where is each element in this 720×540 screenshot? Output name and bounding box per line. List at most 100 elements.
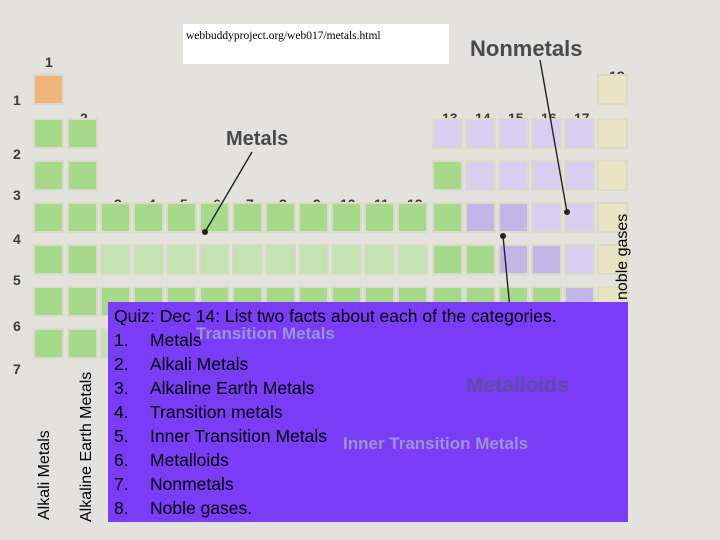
element-cell: [465, 118, 496, 149]
element-cell: [397, 244, 428, 275]
element-cell: [67, 328, 98, 359]
element-cell: [498, 118, 529, 149]
quiz-item-number: 1.: [114, 330, 129, 350]
element-cell: [597, 74, 628, 105]
quiz-item-text: Nonmetals: [150, 474, 234, 494]
nonmetals-pointer-dot: [564, 209, 570, 215]
quiz-item-text: Metalloids: [150, 450, 229, 470]
element-cell: [33, 118, 64, 149]
element-cell: [597, 244, 628, 275]
metals-pointer-line: [204, 151, 253, 233]
period-number: 7: [13, 361, 21, 377]
element-cell: [597, 160, 628, 191]
element-cell: [133, 202, 164, 233]
quiz-item: 8. Noble gases.: [114, 498, 252, 519]
metals-pointer-dot: [202, 229, 208, 235]
element-cell: [265, 202, 296, 233]
element-cell: [33, 74, 64, 105]
quiz-item-text: Alkali Metals: [150, 354, 249, 374]
element-cell: [564, 160, 595, 191]
element-cell: [199, 244, 230, 275]
source-url-text: webbuddyproject.org/web017/metals.html: [186, 30, 381, 42]
element-cell: [232, 244, 263, 275]
noble-gases-label: noble gases: [614, 213, 631, 300]
quiz-item-number: 2.: [114, 354, 129, 374]
quiz-item: 7. Nonmetals: [114, 474, 234, 495]
quiz-item-number: 5.: [114, 426, 129, 446]
quiz-item-number: 6.: [114, 450, 129, 470]
quiz-title: Quiz: Dec 14: List two facts about each …: [114, 306, 557, 326]
element-cell: [498, 160, 529, 191]
element-cell: [166, 202, 197, 233]
element-cell: [465, 244, 496, 275]
element-cell: [166, 244, 197, 275]
element-cell: [100, 244, 131, 275]
quiz-item: 3. Alkaline Earth Metals: [114, 378, 314, 399]
element-cell: [432, 202, 463, 233]
period-number: 2: [13, 146, 21, 162]
quiz-item-number: 7.: [114, 474, 129, 494]
element-cell: [298, 202, 329, 233]
metalloids-label: Metalloids: [466, 374, 569, 397]
element-cell: [67, 286, 98, 317]
quiz-item-text: Alkaline Earth Metals: [150, 378, 315, 398]
element-cell: [364, 202, 395, 233]
element-cell: [331, 244, 362, 275]
quiz-item: 4. Transition metals: [114, 402, 283, 423]
nonmetals-pointer-line: [539, 59, 568, 213]
inner-transition-metals-label: Inner Transition Metals: [343, 434, 529, 453]
element-cell: [298, 244, 329, 275]
quiz-item: 1. Metals: [114, 330, 202, 351]
metals-header: Metals: [226, 128, 289, 150]
element-cell: [597, 202, 628, 233]
period-number: 5: [13, 272, 21, 288]
quiz-item: 2. Alkali Metals: [114, 354, 248, 375]
element-cell: [33, 244, 64, 275]
quiz-item-number: 3.: [114, 378, 129, 398]
element-cell: [33, 202, 64, 233]
quiz-item-text: Metals: [150, 330, 202, 350]
element-cell: [432, 160, 463, 191]
nonmetals-header: Nonmetals: [470, 36, 583, 61]
quiz-item-text: Inner Transition Metals: [150, 426, 328, 446]
element-cell: [100, 202, 131, 233]
element-cell: [67, 244, 98, 275]
source-url-box: webbuddyproject.org/web017/metals.html: [183, 24, 449, 64]
quiz-box: Quiz: Dec 14: List two facts about each …: [108, 302, 628, 522]
element-cell: [199, 202, 230, 233]
element-cell: [265, 244, 296, 275]
element-cell: [465, 202, 496, 233]
element-cell: [67, 118, 98, 149]
element-cell: [564, 202, 595, 233]
element-cell: [531, 244, 562, 275]
period-number: 6: [13, 318, 21, 334]
element-cell: [564, 118, 595, 149]
metalloids-pointer-dot: [500, 233, 506, 239]
period-number: 1: [13, 92, 21, 108]
element-cell: [432, 118, 463, 149]
quiz-item: 5. Inner Transition Metals: [114, 426, 327, 447]
quiz-item-text: Noble gases.: [150, 498, 253, 518]
element-cell: [397, 202, 428, 233]
element-cell: [597, 118, 628, 149]
element-cell: [232, 202, 263, 233]
quiz-item-text: Transition metals: [150, 402, 283, 422]
period-number: 4: [13, 231, 21, 247]
element-cell: [33, 160, 64, 191]
element-cell: [33, 328, 64, 359]
element-cell: [465, 160, 496, 191]
period-number: 3: [13, 187, 21, 203]
element-cell: [531, 118, 562, 149]
element-cell: [498, 202, 529, 233]
element-cell: [364, 244, 395, 275]
element-cell: [67, 202, 98, 233]
element-cell: [33, 286, 64, 317]
element-cell: [67, 160, 98, 191]
quiz-item-number: 4.: [114, 402, 129, 422]
element-cell: [531, 202, 562, 233]
element-cell: [432, 244, 463, 275]
element-cell: [564, 244, 595, 275]
quiz-item-number: 8.: [114, 498, 129, 518]
transition-metals-label: Transition Metals: [196, 324, 335, 343]
element-cell: [331, 202, 362, 233]
